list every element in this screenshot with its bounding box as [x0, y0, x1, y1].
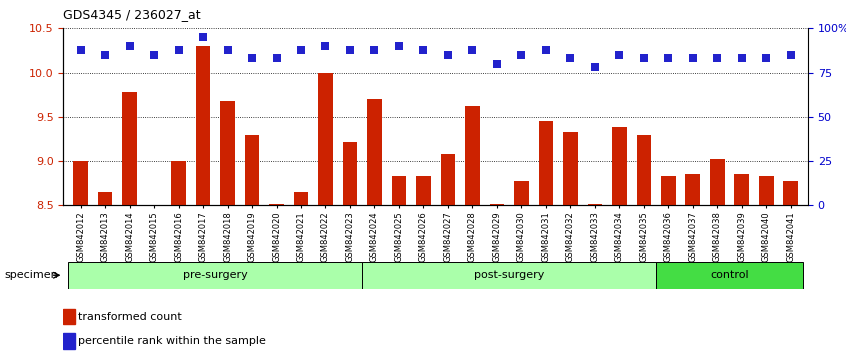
Point — [147, 52, 161, 58]
Point — [686, 56, 700, 61]
Point — [368, 47, 382, 52]
Bar — [759, 176, 773, 205]
Bar — [220, 101, 235, 205]
Bar — [490, 204, 504, 205]
Bar — [392, 176, 406, 205]
Point — [172, 47, 185, 52]
Point — [343, 47, 357, 52]
Bar — [98, 192, 113, 205]
Bar — [734, 174, 750, 205]
Bar — [710, 159, 725, 205]
Bar — [465, 106, 480, 205]
Bar — [587, 204, 602, 205]
Bar — [122, 92, 137, 205]
Point — [221, 47, 234, 52]
Point — [123, 43, 136, 49]
Bar — [661, 176, 676, 205]
Point — [74, 47, 87, 52]
Point — [98, 52, 112, 58]
Point — [196, 34, 210, 40]
Bar — [74, 161, 88, 205]
Point — [393, 43, 406, 49]
Point — [270, 56, 283, 61]
Point — [784, 52, 798, 58]
Point — [294, 47, 308, 52]
Point — [760, 56, 773, 61]
Point — [711, 56, 724, 61]
Point — [563, 56, 577, 61]
Text: percentile rank within the sample: percentile rank within the sample — [79, 336, 266, 346]
Bar — [362, 262, 656, 289]
Bar — [195, 46, 211, 205]
Bar — [171, 161, 186, 205]
Point — [514, 52, 528, 58]
Point — [613, 52, 626, 58]
Bar — [343, 142, 357, 205]
Point — [637, 56, 651, 61]
Text: post-surgery: post-surgery — [474, 270, 544, 280]
Bar — [244, 135, 260, 205]
Text: specimen: specimen — [4, 270, 58, 280]
Bar — [514, 181, 529, 205]
Bar — [367, 99, 382, 205]
Bar — [63, 309, 74, 324]
Bar — [783, 181, 798, 205]
Bar — [69, 262, 362, 289]
Point — [662, 56, 675, 61]
Text: pre-surgery: pre-surgery — [183, 270, 248, 280]
Text: control: control — [711, 270, 749, 280]
Point — [417, 47, 431, 52]
Point — [490, 61, 503, 67]
Bar — [63, 333, 74, 349]
Point — [588, 64, 602, 70]
Bar — [318, 73, 332, 205]
Point — [465, 47, 479, 52]
Point — [441, 52, 454, 58]
Bar — [269, 204, 284, 205]
Bar — [612, 127, 627, 205]
Point — [319, 43, 332, 49]
Bar — [685, 174, 700, 205]
Point — [735, 56, 749, 61]
Bar — [636, 135, 651, 205]
Bar — [539, 121, 553, 205]
Bar — [563, 132, 578, 205]
Bar — [441, 154, 455, 205]
Point — [539, 47, 552, 52]
Point — [245, 56, 259, 61]
Text: GDS4345 / 236027_at: GDS4345 / 236027_at — [63, 8, 201, 21]
Text: transformed count: transformed count — [79, 312, 182, 321]
Bar — [656, 262, 803, 289]
Bar — [294, 192, 308, 205]
Bar — [416, 176, 431, 205]
